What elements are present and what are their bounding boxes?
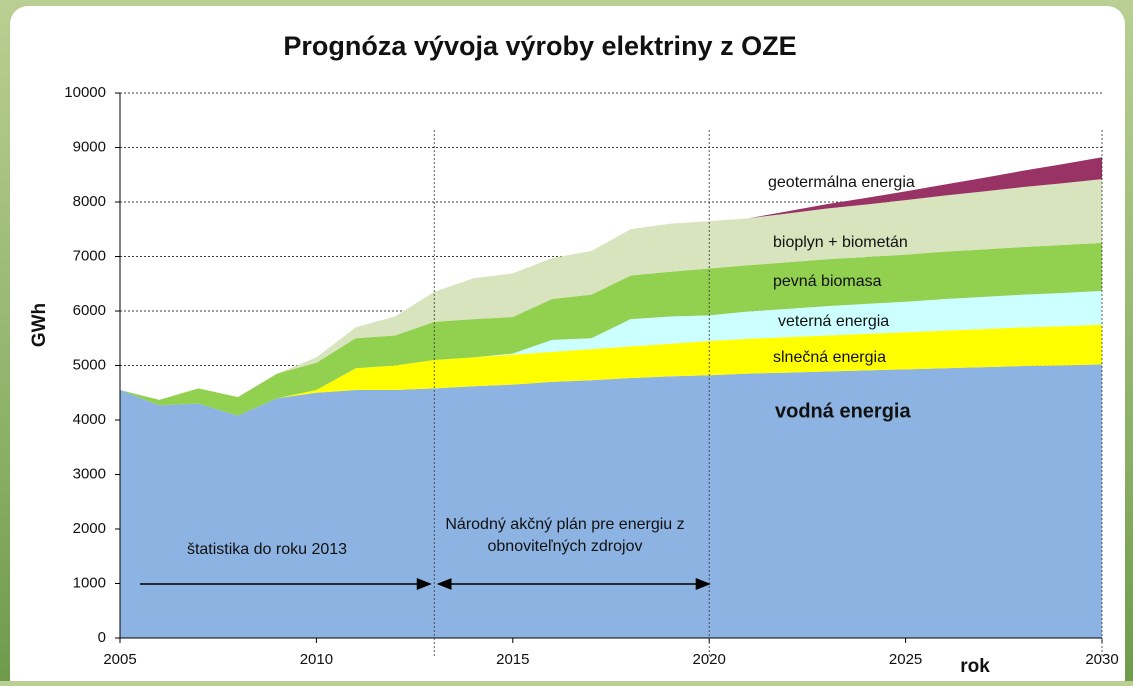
area	[120, 242, 1102, 416]
area	[120, 179, 1102, 400]
y-tick-label: 10000	[64, 84, 106, 101]
series-label: slnečná energia	[773, 349, 886, 366]
x-tick-label: 2030	[1085, 651, 1118, 668]
annotation: Národný akčný plán pre energiu z	[445, 516, 684, 533]
x-tick-label: 2015	[496, 651, 529, 668]
y-tick-label: 4000	[73, 411, 106, 428]
x-tick-label: 2020	[693, 651, 726, 668]
y-tick-label: 8000	[73, 193, 106, 210]
series-label: geotermálna energia	[768, 174, 915, 191]
area	[120, 157, 1102, 400]
series-label: veterná energia	[778, 313, 889, 330]
y-tick-label: 1000	[73, 574, 106, 591]
x-tick-label: 2005	[103, 651, 136, 668]
area	[120, 290, 1102, 416]
series-label: pevná biomasa	[773, 273, 882, 290]
y-tick-label: 9000	[73, 138, 106, 155]
area	[120, 324, 1102, 416]
y-tick-label: 7000	[73, 247, 106, 264]
x-tick-label: 2010	[300, 651, 333, 668]
y-tick-label: 3000	[73, 465, 106, 482]
x-axis-label: rok	[960, 656, 990, 677]
y-axis-label: GWh	[29, 303, 50, 347]
y-tick-label: 2000	[73, 520, 106, 537]
chart-title: Prognóza vývoja výroby elektriny z OZE	[283, 31, 796, 61]
area	[120, 364, 1102, 638]
x-tick-label: 2025	[889, 651, 922, 668]
annotation: štatistika do roku 2013	[187, 541, 347, 558]
y-tick-label: 6000	[73, 302, 106, 319]
series-label: bioplyn + biometán	[773, 234, 908, 251]
annotation: obnoviteľných zdrojov	[488, 538, 643, 555]
y-tick-label: 0	[98, 629, 106, 646]
y-tick-label: 5000	[73, 356, 106, 373]
series-label: vodná energia	[775, 400, 911, 422]
